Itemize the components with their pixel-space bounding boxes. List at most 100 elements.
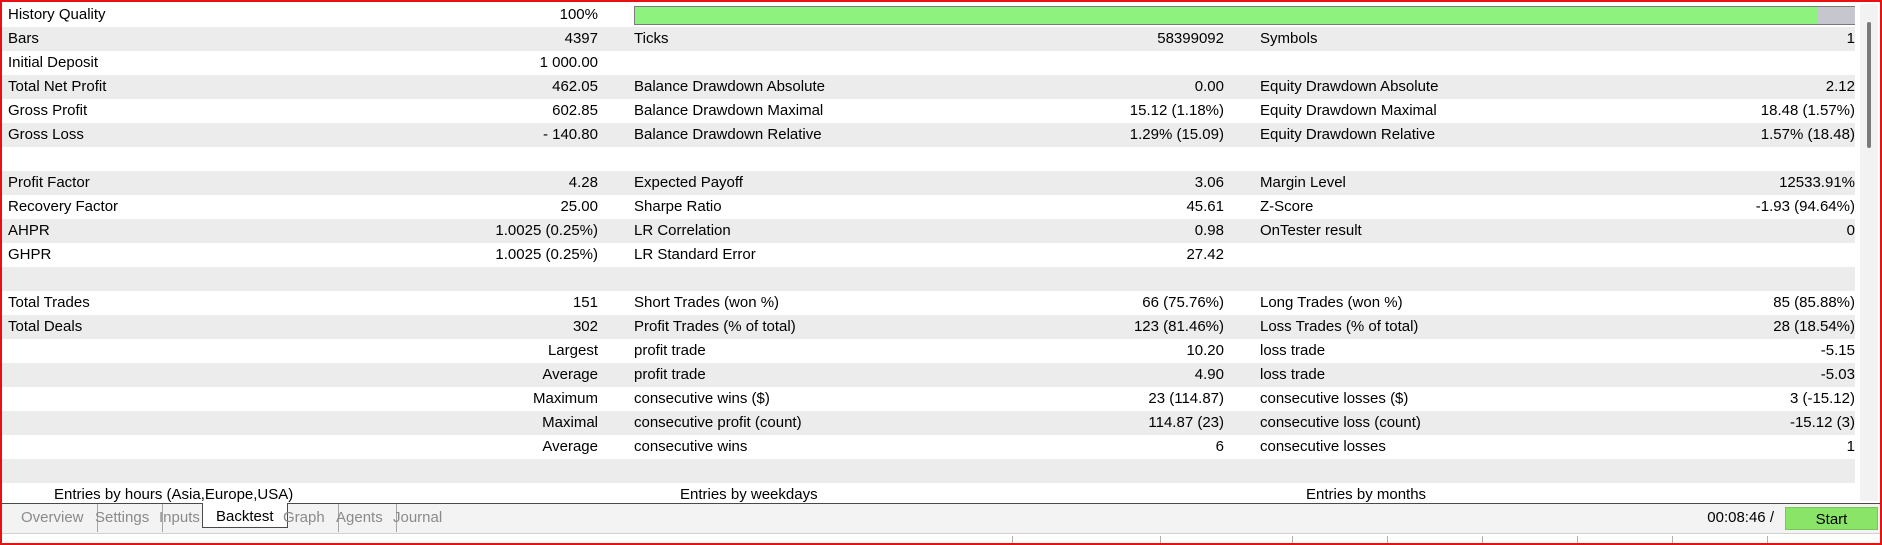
stat-label bbox=[8, 459, 308, 483]
stat-row: Bars 4397 Ticks 58399092 Symbols 1 bbox=[2, 27, 1855, 51]
stat-row: GHPR 1.0025 (0.25%) LR Standard Error 27.42 bbox=[2, 243, 1855, 267]
status-bar-separator bbox=[1767, 536, 1768, 544]
stat-value: 23 (114.87) bbox=[1148, 390, 1224, 407]
history-quality-row: History Quality 100% bbox=[2, 3, 1855, 27]
stat-row: Largest profit trade 10.20 loss trade -5.15 bbox=[2, 339, 1855, 363]
stat-value: 0.00 bbox=[1194, 78, 1224, 95]
stat-row: Maximal consecutive profit (count) 114.87 … bbox=[2, 411, 1855, 435]
stat-value: 0.98 bbox=[1194, 222, 1224, 239]
entries-by-hours-title: Entries by hours (Asia,Europe,USA) bbox=[54, 486, 294, 503]
stat-row: Recovery Factor 25.00 Sharpe Ratio 45.61 Z-S… bbox=[2, 195, 1855, 219]
stat-value: 6 bbox=[1215, 438, 1224, 455]
stat-label: LR Standard Error bbox=[634, 246, 756, 263]
vertical-scrollbar[interactable] bbox=[1860, 4, 1878, 501]
stat-label bbox=[8, 411, 308, 435]
stat-value: 45.61 bbox=[1186, 198, 1224, 215]
stat-value: 151 bbox=[572, 294, 598, 311]
stat-value: 302 bbox=[572, 318, 598, 335]
stat-label: loss trade bbox=[1260, 342, 1326, 359]
stat-value bbox=[1502, 51, 1855, 75]
stat-value: 1.29% (15.09) bbox=[1129, 126, 1224, 143]
stat-value: Maximum bbox=[532, 390, 598, 407]
stat-row: Average profit trade 4.90 loss trade -5.03 bbox=[2, 363, 1855, 387]
stat-value: 1.0025 (0.25%) bbox=[495, 222, 598, 239]
tab-backtest[interactable]: Backtest bbox=[202, 503, 288, 528]
stat-value: 1 000.00 bbox=[539, 54, 598, 71]
start-button[interactable]: Start bbox=[1785, 507, 1878, 530]
stat-label: AHPR bbox=[8, 222, 50, 239]
stat-row: Gross Profit 602.85 Balance Drawdown Maxim… bbox=[2, 99, 1855, 123]
tab-inputs[interactable]: Inputs bbox=[159, 509, 200, 526]
stat-label: Gross Profit bbox=[8, 102, 88, 119]
stat-value: 2.12 bbox=[1825, 78, 1855, 95]
stat-label bbox=[8, 387, 308, 411]
stat-label: consecutive profit (count) bbox=[634, 414, 802, 431]
stat-label bbox=[8, 267, 308, 291]
stat-value: 1 bbox=[1846, 438, 1855, 455]
stat-value: 1.57% (18.48) bbox=[1760, 126, 1855, 143]
stat-row bbox=[2, 147, 1855, 171]
stat-value: 0 bbox=[1846, 222, 1855, 239]
stat-value: -1.93 (94.64%) bbox=[1755, 198, 1855, 215]
scrollbar-thumb[interactable] bbox=[1867, 22, 1871, 148]
stat-value: 18.48 (1.57%) bbox=[1760, 102, 1855, 119]
stat-value bbox=[302, 459, 598, 483]
stat-value: 1 bbox=[1846, 30, 1855, 47]
stat-label: Profit Trades (% of total) bbox=[634, 318, 796, 335]
status-bar-separator bbox=[1160, 536, 1161, 544]
stat-label: Balance Drawdown Relative bbox=[634, 126, 822, 143]
backtest-report: History Quality 100% Bars 4397 Ticks 583990… bbox=[2, 3, 1855, 503]
tab-overview[interactable]: Overview bbox=[8, 504, 98, 532]
status-bar bbox=[2, 533, 1880, 544]
tab-settings[interactable]: Settings bbox=[82, 504, 164, 532]
stat-value: 114.87 (23) bbox=[1148, 414, 1224, 431]
status-bar-separator bbox=[1577, 536, 1578, 544]
tab-journal[interactable]: Journal bbox=[393, 509, 443, 526]
stat-value: 25.00 bbox=[560, 198, 598, 215]
entries-by-months-title: Entries by months bbox=[1306, 486, 1427, 503]
stat-value: - 140.80 bbox=[542, 126, 598, 143]
history-quality-bar bbox=[634, 6, 1855, 25]
stat-label: Recovery Factor bbox=[8, 198, 119, 215]
stat-value: 10.20 bbox=[1186, 342, 1224, 359]
stat-row: Maximum consecutive wins ($) 23 (114.87) co… bbox=[2, 387, 1855, 411]
stat-label: Profit Factor bbox=[8, 174, 90, 191]
stat-value: Largest bbox=[547, 342, 598, 359]
history-quality-label: History Quality bbox=[8, 6, 106, 23]
stat-label: Gross Loss bbox=[8, 126, 84, 143]
stat-row bbox=[2, 267, 1855, 291]
stat-value: 462.05 bbox=[552, 78, 598, 95]
stat-value: 12533.91% bbox=[1779, 174, 1855, 191]
tab-agents[interactable]: Agents bbox=[323, 504, 397, 532]
stat-value: 27.42 bbox=[1186, 246, 1224, 263]
entries-by-weekdays-title: Entries by weekdays bbox=[680, 486, 818, 503]
stat-label: Equity Drawdown Maximal bbox=[1260, 102, 1437, 119]
stat-value bbox=[902, 147, 1224, 171]
stat-value: -15.12 (3) bbox=[1789, 414, 1855, 431]
stat-row: Total Trades 151 Short Trades (won %) 66 (7… bbox=[2, 291, 1855, 315]
stat-value: -5.15 bbox=[1820, 342, 1855, 359]
stat-value: 123 (81.46%) bbox=[1133, 318, 1224, 335]
stat-value: 85 (85.88%) bbox=[1773, 294, 1855, 311]
stat-label: Ticks bbox=[634, 30, 669, 47]
stat-value bbox=[1502, 267, 1855, 291]
stat-label: Sharpe Ratio bbox=[634, 198, 722, 215]
stat-label: Symbols bbox=[1260, 30, 1318, 47]
stat-value bbox=[1502, 147, 1855, 171]
stat-label: Equity Drawdown Relative bbox=[1260, 126, 1436, 143]
history-quality-value: 100% bbox=[559, 6, 598, 23]
stat-value: 3.06 bbox=[1194, 174, 1224, 191]
stat-row bbox=[2, 459, 1855, 483]
stat-label: profit trade bbox=[634, 366, 706, 383]
stat-label bbox=[8, 339, 308, 363]
stat-label: Balance Drawdown Maximal bbox=[634, 102, 824, 119]
status-bar-separator bbox=[1672, 536, 1673, 544]
stat-value bbox=[1502, 243, 1855, 267]
stat-label: consecutive wins bbox=[634, 438, 748, 455]
stat-label: profit trade bbox=[634, 342, 706, 359]
stat-label: Short Trades (won %) bbox=[634, 294, 780, 311]
tab-graph[interactable]: Graph bbox=[270, 504, 339, 532]
stat-value: 4.90 bbox=[1194, 366, 1224, 383]
stat-value bbox=[302, 267, 598, 291]
stat-label: Long Trades (won %) bbox=[1260, 294, 1403, 311]
